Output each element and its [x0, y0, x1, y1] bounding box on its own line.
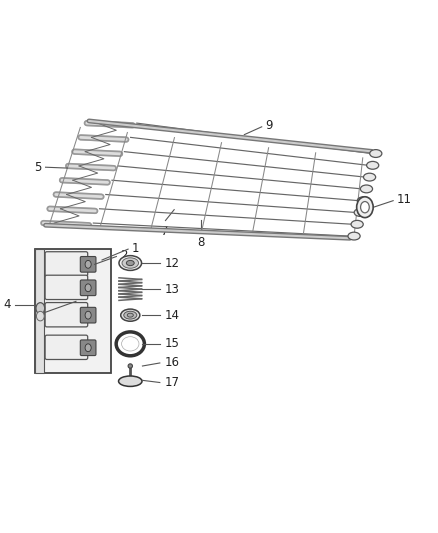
Ellipse shape: [357, 197, 373, 217]
Ellipse shape: [36, 311, 44, 321]
Ellipse shape: [360, 185, 373, 193]
Ellipse shape: [124, 311, 137, 319]
Ellipse shape: [121, 309, 140, 321]
Text: 8: 8: [197, 236, 205, 249]
Ellipse shape: [85, 344, 91, 352]
FancyBboxPatch shape: [35, 249, 44, 373]
Text: 2: 2: [120, 249, 127, 262]
Text: 4: 4: [4, 298, 11, 311]
Text: 3: 3: [79, 294, 87, 307]
Ellipse shape: [122, 337, 139, 351]
Ellipse shape: [85, 311, 91, 319]
Ellipse shape: [119, 256, 141, 270]
Ellipse shape: [364, 173, 376, 181]
Ellipse shape: [116, 332, 145, 356]
FancyBboxPatch shape: [80, 340, 96, 356]
Ellipse shape: [119, 376, 142, 386]
Text: 7: 7: [161, 225, 168, 238]
Text: 15: 15: [165, 337, 180, 350]
Ellipse shape: [85, 284, 91, 292]
Ellipse shape: [367, 161, 379, 169]
Text: 16: 16: [165, 357, 180, 369]
Ellipse shape: [348, 232, 360, 240]
Ellipse shape: [370, 150, 382, 157]
FancyBboxPatch shape: [45, 303, 88, 327]
FancyBboxPatch shape: [45, 275, 88, 300]
Ellipse shape: [360, 201, 369, 213]
Text: 13: 13: [165, 282, 180, 296]
Text: 12: 12: [165, 256, 180, 270]
Ellipse shape: [122, 258, 138, 268]
Ellipse shape: [85, 261, 91, 268]
Text: 9: 9: [265, 119, 273, 132]
Ellipse shape: [36, 303, 45, 314]
Ellipse shape: [354, 208, 366, 216]
Ellipse shape: [351, 220, 363, 228]
FancyBboxPatch shape: [45, 252, 88, 276]
FancyBboxPatch shape: [35, 249, 111, 373]
Text: 1: 1: [131, 242, 139, 255]
Text: 14: 14: [165, 309, 180, 321]
FancyBboxPatch shape: [80, 308, 96, 323]
Ellipse shape: [127, 261, 134, 265]
FancyBboxPatch shape: [45, 335, 88, 359]
Ellipse shape: [127, 313, 133, 317]
FancyBboxPatch shape: [80, 256, 96, 272]
FancyBboxPatch shape: [80, 280, 96, 296]
Text: 17: 17: [165, 376, 180, 389]
Ellipse shape: [128, 364, 132, 368]
Ellipse shape: [357, 197, 369, 205]
Text: 5: 5: [34, 161, 41, 174]
Text: 11: 11: [396, 193, 411, 206]
